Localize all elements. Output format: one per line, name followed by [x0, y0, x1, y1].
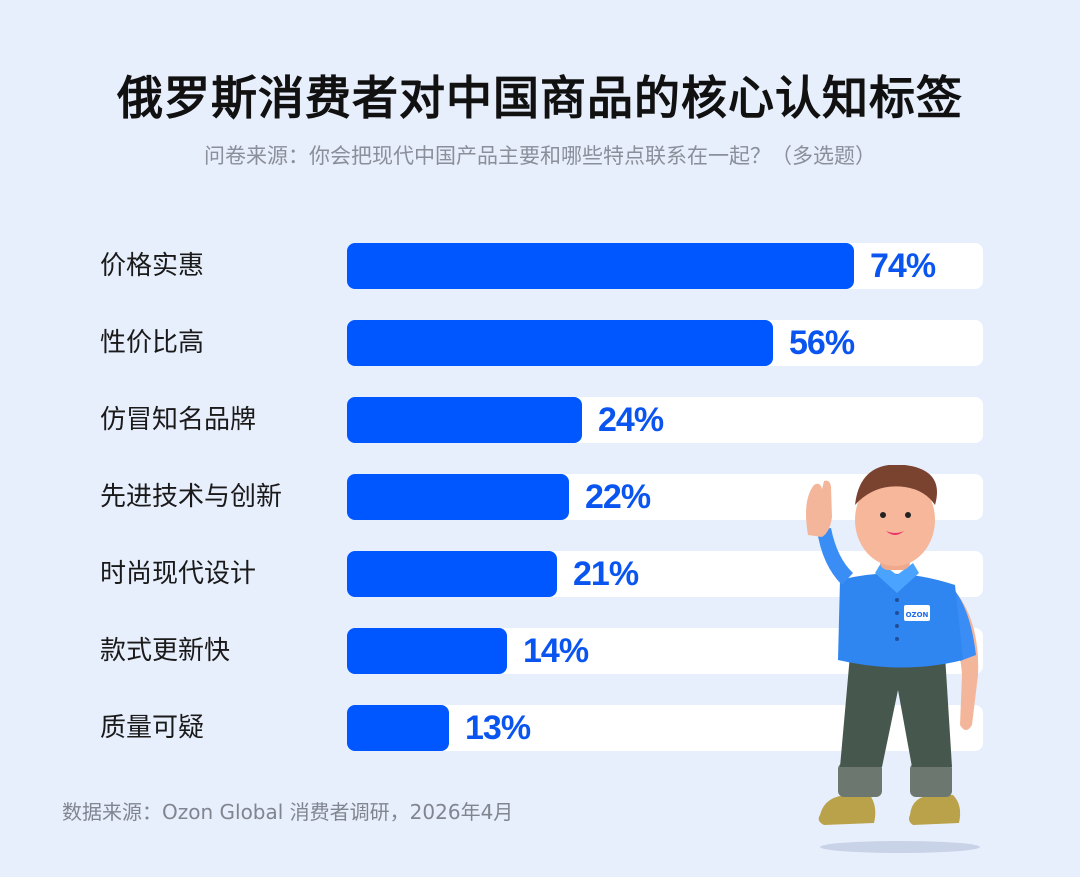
- category-label: 性价比高: [100, 328, 205, 358]
- bar-fill: [347, 397, 582, 443]
- category-label: 仿冒知名品牌: [100, 405, 257, 435]
- category-label: 时尚现代设计: [100, 559, 257, 589]
- bar-fill: [347, 551, 557, 597]
- category-label: 质量可疑: [100, 713, 205, 743]
- bar-fill: [347, 628, 507, 674]
- ozon-badge: OZON: [906, 611, 929, 619]
- mascot-illustration-icon: OZON: [806, 465, 980, 853]
- value-label: 13%: [465, 709, 531, 747]
- category-label: 款式更新快: [100, 636, 231, 666]
- bar-track: 56%: [347, 320, 983, 366]
- value-label: 24%: [598, 401, 664, 439]
- data-source-note: 数据来源：Ozon Global 消费者调研，2026年4月: [62, 800, 514, 824]
- value-label: 22%: [585, 478, 651, 516]
- value-label: 74%: [870, 247, 936, 285]
- bar-row: 仿冒知名品牌 24%: [0, 397, 1080, 443]
- bar-row: 性价比高 56%: [0, 320, 1080, 366]
- bar-track: 74%: [347, 243, 983, 289]
- value-label: 21%: [573, 555, 639, 593]
- chart-subtitle: 问卷来源：你会把现代中国产品主要和哪些特点联系在一起？（多选题）: [204, 144, 876, 168]
- value-label: 56%: [789, 324, 855, 362]
- bar-fill: [347, 705, 449, 751]
- bar-fill: [347, 320, 773, 366]
- category-label: 价格实惠: [100, 251, 205, 281]
- bar-fill: [347, 243, 854, 289]
- category-label: 先进技术与创新: [100, 482, 283, 512]
- chart-title: 俄罗斯消费者对中国商品的核心认知标签: [117, 71, 963, 125]
- bar-track: 24%: [347, 397, 983, 443]
- value-label: 14%: [523, 632, 589, 670]
- bar-row: 价格实惠 74%: [0, 243, 1080, 289]
- bar-fill: [347, 474, 569, 520]
